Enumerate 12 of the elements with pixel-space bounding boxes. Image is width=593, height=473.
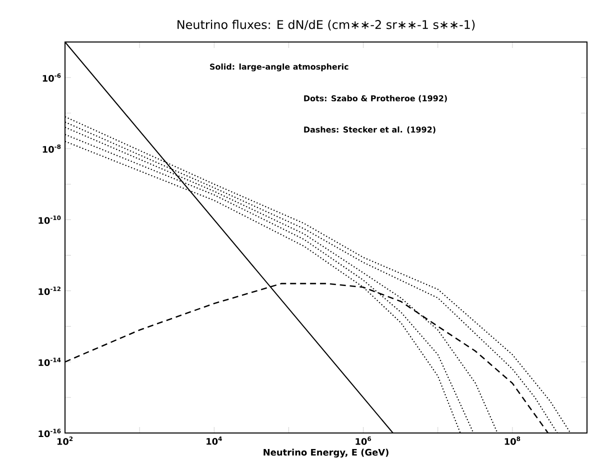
x-tick-label: 10$^{8}$ xyxy=(504,436,520,445)
chart-title: Neutrino fluxes: E dN/dE (cm∗∗-2 sr∗∗-1 s∗∗-1) xyxy=(178,20,475,31)
y-tick-label: 10$^{-12}$ xyxy=(38,286,60,295)
y-tick-label: 10$^{-16}$ xyxy=(38,428,61,438)
y-tick-label: 10$^{-14}$ xyxy=(38,358,61,366)
x-tick-label: 10$^{2}$ xyxy=(57,436,73,445)
x-tick-label: 10$^{6}$ xyxy=(356,436,372,445)
y-tick-label: 10$^{-10}$ xyxy=(38,216,61,224)
y-tick-label: 10$^{-6}$ xyxy=(42,73,61,82)
y-tick-label: 10$^{-8}$ xyxy=(42,144,61,153)
x-tick-label: 10$^{4}$ xyxy=(206,436,222,445)
x-axis-title: Neutrino Energy, E (GeV) xyxy=(264,448,388,458)
